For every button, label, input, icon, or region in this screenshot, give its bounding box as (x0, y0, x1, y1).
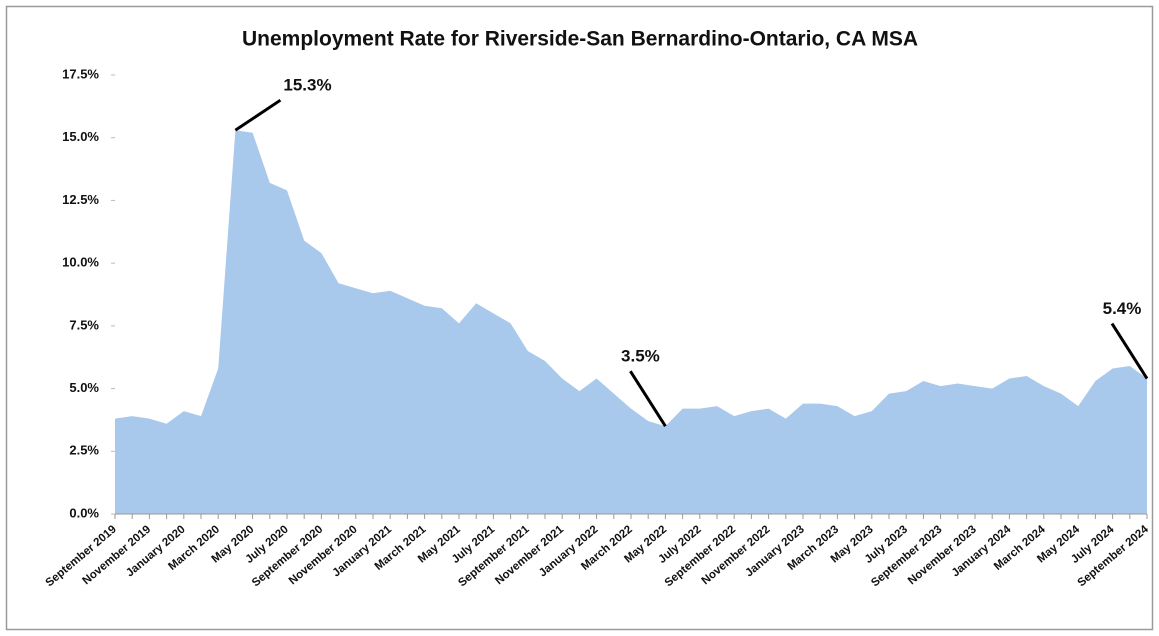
y-tick-label: 17.5% (62, 66, 99, 81)
area (115, 130, 1147, 514)
annotation-leader (1110, 322, 1149, 380)
y-tick-label: 0.0% (69, 505, 99, 520)
y-tick-label: 5.0% (69, 380, 99, 395)
value-label: 15.3% (283, 76, 331, 95)
y-tick-label: 10.0% (62, 255, 99, 270)
frame (5, 5, 1154, 631)
chart-title: Unemployment Rate for Riverside-San Bern… (242, 28, 918, 51)
annotation-leader (234, 98, 282, 132)
y-tick-label: 7.5% (69, 317, 99, 332)
value-label: 3.5% (621, 347, 660, 366)
y-tick-label: 2.5% (69, 443, 99, 458)
value-label: 5.4% (1103, 299, 1142, 318)
y-tick-label: 12.5% (62, 192, 99, 207)
y-tick-label: 15.0% (62, 129, 99, 144)
annotation-leader (629, 370, 667, 428)
